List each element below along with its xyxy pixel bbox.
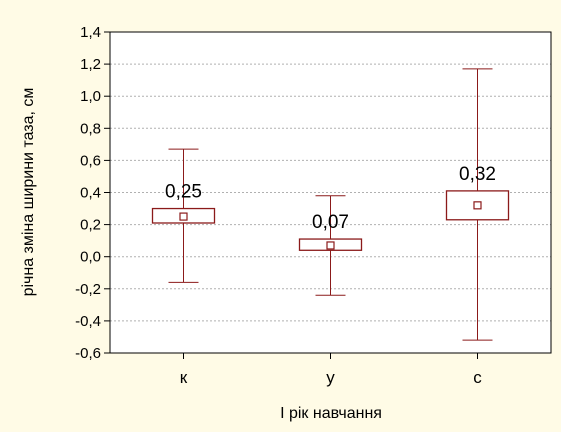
- x-axis-title: І рік навчання: [280, 405, 382, 422]
- y-axis-title: річна зміна ширини таза, см: [20, 88, 37, 297]
- box-1: 0,25: [151, 148, 216, 283]
- y-tick-label: 0,2: [80, 217, 101, 234]
- y-tick-label: -0,6: [75, 345, 101, 362]
- y-tick-label: 0,8: [80, 120, 101, 137]
- mean-data-label: 0,07: [312, 212, 349, 233]
- box-3: 0,32: [445, 68, 510, 341]
- y-tick-label: 0,4: [80, 185, 101, 202]
- x-category-label: с: [473, 368, 482, 387]
- boxes: 0,25 0,07 0,32: [151, 68, 510, 341]
- y-tick-label: 1,0: [80, 88, 101, 105]
- y-tick-label: 0,6: [80, 152, 101, 169]
- x-category-label: у: [326, 368, 335, 387]
- y-tick-label: 1,4: [80, 24, 101, 41]
- mean-marker: [179, 212, 188, 221]
- x-category-label: к: [180, 368, 188, 387]
- mean-data-label: 0,25: [165, 182, 202, 203]
- mean-marker: [473, 201, 482, 210]
- y-tick-label: 0,0: [80, 249, 101, 266]
- y-tick-label: 1,2: [80, 56, 101, 73]
- y-tick-label: -0,4: [75, 313, 101, 330]
- mean-data-label: 0,32: [459, 164, 496, 185]
- y-tick-label: -0,2: [75, 281, 101, 298]
- box-2: 0,07: [298, 195, 363, 296]
- y-axis-ticks: -0,6 -0,4 -0,2 0,0 0,2 0,4 0,6 0,8 1,0 1,2 1,4: [75, 24, 110, 362]
- mean-marker: [326, 241, 335, 250]
